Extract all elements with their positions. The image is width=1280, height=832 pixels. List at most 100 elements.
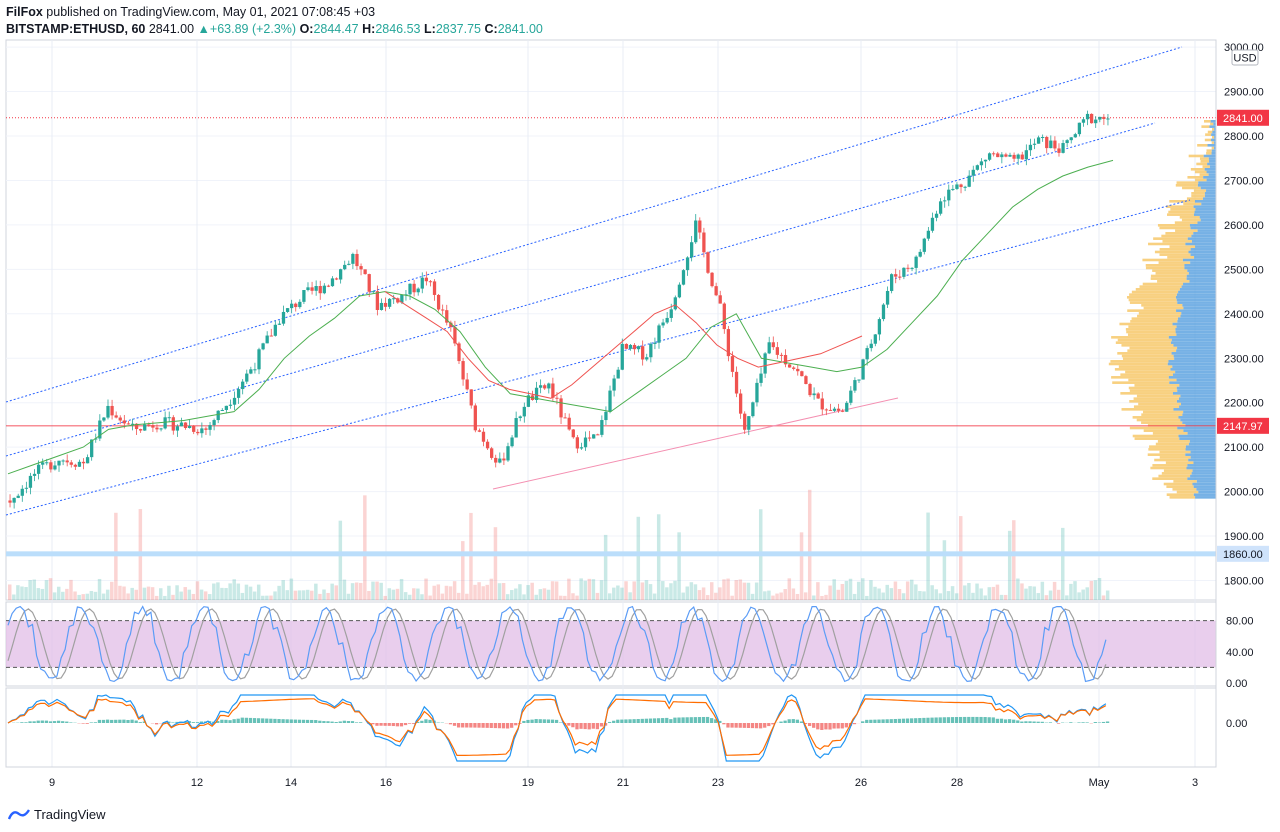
macd-hist-bar bbox=[338, 721, 342, 723]
profile-bar-up bbox=[1170, 208, 1196, 211]
candle-body bbox=[351, 253, 355, 264]
candle-body bbox=[551, 383, 555, 398]
candle-body bbox=[298, 301, 302, 308]
volume-bar bbox=[126, 593, 130, 600]
volume-bar bbox=[893, 581, 898, 600]
profile-bar-up bbox=[1206, 152, 1212, 155]
macd-hist-bar bbox=[836, 723, 840, 729]
volume-bar bbox=[950, 586, 955, 600]
candle-body bbox=[816, 393, 820, 399]
profile-bar-up bbox=[1157, 440, 1190, 443]
candle-body bbox=[481, 431, 486, 442]
candle-body bbox=[1057, 148, 1061, 153]
high-label: H: bbox=[362, 22, 376, 36]
volume-bar bbox=[265, 595, 269, 600]
ma-red-line bbox=[384, 291, 863, 399]
tradingview-brand[interactable]: TradingView bbox=[34, 806, 106, 822]
profile-bar-down bbox=[1188, 442, 1216, 446]
profile-bar-up bbox=[1154, 458, 1189, 462]
candle-body bbox=[1094, 119, 1098, 124]
volume-bar bbox=[28, 580, 32, 600]
price-tick: 2200.00 bbox=[1224, 398, 1264, 410]
macd-hist-bar bbox=[722, 723, 726, 725]
candle-body bbox=[171, 417, 175, 431]
candle-body bbox=[702, 232, 706, 253]
macd-hist-bar bbox=[530, 719, 534, 723]
candle-body bbox=[583, 437, 588, 448]
profile-bar-up bbox=[1138, 402, 1181, 406]
macd-hist-bar bbox=[1101, 721, 1106, 723]
macd-hist-bar bbox=[1097, 722, 1102, 723]
volume-bar bbox=[710, 582, 714, 600]
volume-bar bbox=[48, 578, 53, 600]
volume-bar bbox=[469, 512, 473, 600]
volume-bar bbox=[379, 582, 383, 600]
macd-hist-bar bbox=[746, 723, 751, 728]
candle-body bbox=[906, 267, 910, 269]
volume-bar bbox=[220, 587, 224, 600]
profile-bar-up bbox=[1158, 261, 1191, 264]
profile-bar-down bbox=[1199, 216, 1216, 219]
profile-bar-down bbox=[1194, 210, 1216, 214]
candle-body bbox=[490, 448, 494, 458]
volume-bar bbox=[489, 578, 494, 600]
macd-hist-bar bbox=[216, 720, 220, 723]
candle-body bbox=[281, 311, 286, 324]
profile-bar-down bbox=[1193, 205, 1216, 208]
profile-bar-down bbox=[1183, 306, 1216, 310]
macd-hist-bar bbox=[1020, 721, 1024, 723]
macd-hist-bar bbox=[461, 723, 465, 728]
volume-bar bbox=[330, 583, 334, 600]
volume-bar bbox=[591, 579, 596, 600]
macd-hist-bar bbox=[697, 717, 702, 723]
time-axis[interactable]: 9 12 14 16 19 21 23 26 28 May 3 bbox=[6, 766, 1216, 789]
profile-bar-up bbox=[1204, 119, 1211, 123]
profile-bar-up bbox=[1147, 453, 1186, 456]
price-label-text: 2147.97 bbox=[1223, 421, 1263, 433]
profile-bar-down bbox=[1168, 336, 1216, 339]
price-axis[interactable]: 3000.002900.002800.002700.002600.002500.… bbox=[1215, 40, 1269, 767]
candle-body bbox=[302, 290, 306, 302]
volume-bar bbox=[130, 587, 134, 600]
candle-body bbox=[677, 284, 682, 298]
candle-body bbox=[955, 184, 959, 189]
candle-body bbox=[657, 325, 661, 343]
profile-bar-up bbox=[1129, 301, 1178, 304]
author-name[interactable]: FilFox bbox=[6, 5, 43, 19]
macd-hist-bar bbox=[1028, 721, 1032, 723]
volume-bar bbox=[367, 590, 371, 600]
macd-hist-bar bbox=[546, 719, 551, 723]
symbol-label[interactable]: BITSTAMP:ETHUSD, 60 bbox=[6, 22, 146, 36]
macd-hist-bar bbox=[167, 721, 171, 723]
volume-bar bbox=[771, 595, 775, 600]
candle-body bbox=[804, 376, 808, 384]
volume-bar bbox=[865, 595, 869, 600]
volume-bar bbox=[1007, 530, 1012, 600]
profile-bar-up bbox=[1121, 344, 1174, 347]
profile-bar-up bbox=[1199, 157, 1209, 160]
macd-hist-bar bbox=[897, 718, 902, 723]
profile-bar-down bbox=[1213, 122, 1216, 126]
volume-bar bbox=[216, 582, 220, 600]
profile-bar-up bbox=[1159, 456, 1191, 459]
candle-body bbox=[110, 405, 114, 416]
profile-bar-up bbox=[1122, 357, 1175, 360]
tradingview-logo-icon[interactable] bbox=[8, 807, 30, 821]
profile-bar-down bbox=[1179, 384, 1216, 387]
candle-body bbox=[159, 428, 163, 430]
macd-hist-bar bbox=[171, 722, 175, 723]
candle-body bbox=[571, 429, 575, 438]
volume-bar bbox=[967, 582, 971, 600]
currency-badge[interactable] bbox=[1231, 49, 1259, 66]
volume-bar bbox=[52, 592, 57, 600]
volume-bar bbox=[187, 589, 192, 600]
profile-bar-down bbox=[1188, 272, 1216, 275]
profile-bar-down bbox=[1175, 330, 1216, 334]
macd-hist-bar bbox=[371, 723, 375, 725]
time-tick: May bbox=[1089, 777, 1110, 789]
macd-hist-bar bbox=[40, 720, 44, 723]
profile-bar-up bbox=[1159, 253, 1191, 256]
volume-bar bbox=[999, 594, 1004, 600]
profile-bar-down bbox=[1177, 301, 1216, 304]
